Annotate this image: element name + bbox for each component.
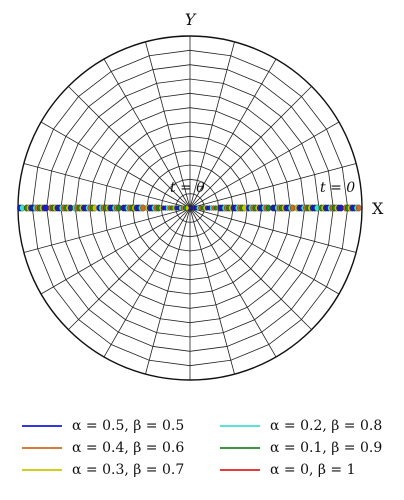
grid-spoke [68,86,191,209]
grid-spoke [189,207,357,253]
time-label-right: t = 0 [320,180,355,196]
grid-spoke [189,58,277,209]
grid-spoke [103,58,191,209]
trajectory-markers [17,204,362,212]
legend-label: α = 0.4, β = 0.6 [72,440,184,456]
grid-spoke [145,207,191,375]
grid-spoke [189,41,235,209]
time-label-center: t = θ [170,180,205,196]
grid-spoke [189,121,340,209]
legend-label: α = 0.1, β = 0.9 [270,440,382,456]
legend: α = 0.5, β = 0.5 α = 0.2, β = 0.8 α = 0.4,… [22,418,382,478]
grid-spoke [23,207,191,253]
grid-spoke [189,86,312,209]
grid-spoke [189,207,235,375]
grid-spoke [23,163,191,209]
x-axis-label: X [372,199,384,218]
grid-spoke [189,207,277,358]
grid-spoke [145,41,191,209]
trajectory-marker [356,204,362,212]
legend-label: α = 0.5, β = 0.5 [72,418,184,434]
legend-label: α = 0, β = 1 [270,462,356,478]
legend-label: α = 0.2, β = 0.8 [270,418,382,434]
grid-spoke [40,207,191,295]
grid-spoke [189,163,357,209]
trajectory-marker [185,205,190,211]
y-axis-label: Y [185,10,197,29]
grid-spoke [189,207,340,295]
grid-spoke [40,121,191,209]
grid-spoke [68,207,191,330]
legend-label: α = 0.3, β = 0.7 [72,462,184,478]
grid-spoke [103,207,191,358]
grid-spoke [189,207,312,330]
